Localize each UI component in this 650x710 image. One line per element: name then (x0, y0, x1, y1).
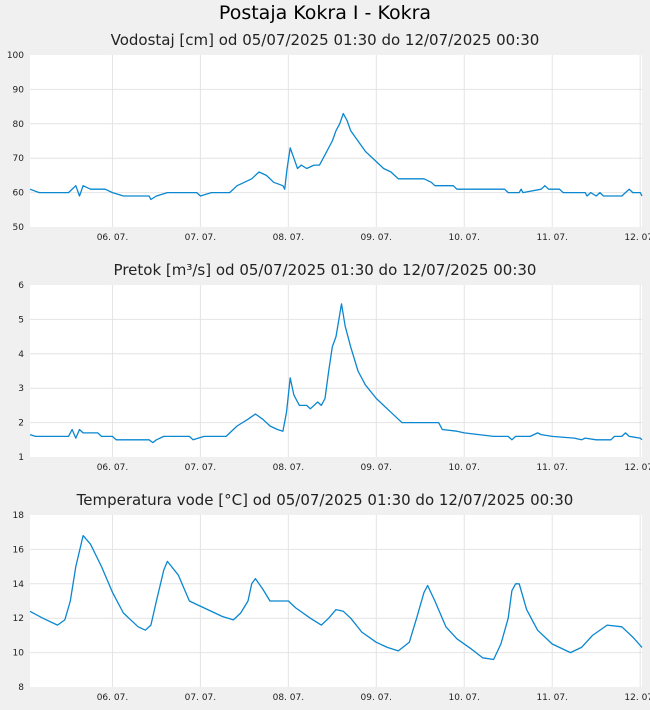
y-tick-label: 80 (13, 120, 25, 130)
page-title: Postaja Kokra I - Kokra (218, 2, 432, 24)
x-tick-label: 09. 07. (361, 463, 393, 473)
x-tick-label: 11. 07. (536, 463, 568, 473)
x-tick-label: 08. 07. (273, 693, 305, 703)
x-tick-label: 06. 07. (97, 693, 129, 703)
y-tick-label: 50 (13, 223, 25, 233)
chart-pretok: 1 2 3 4 5 6 06. 07. 07. 07. 08. 07. 09. 07. 10. 07… (18, 281, 650, 473)
y-tick-label: 14 (13, 580, 25, 590)
plot-area-vodostaj (30, 55, 642, 227)
y-tick-label: 90 (13, 85, 25, 95)
x-tick-label: 07. 07. (185, 233, 217, 243)
y-tick-label: 1 (18, 453, 24, 463)
x-tick-label: 07. 07. (185, 463, 217, 473)
series-line-temperatura (29, 534, 643, 661)
y-tick-label: 16 (13, 545, 25, 555)
chart-title-temperatura: Temperatura vode [°C] od 05/07/2025 01:3… (76, 491, 574, 509)
x-tick-label: 09. 07. (361, 693, 393, 703)
y-tick-label: 4 (18, 350, 24, 360)
x-tick-label: 10. 07. (449, 693, 481, 703)
y-tick-label: 6 (18, 281, 24, 291)
x-tick-label: 12. 07. (624, 233, 650, 243)
series-line-pretok (29, 303, 643, 444)
y-tick-label: 8 (18, 683, 24, 693)
x-tick-label: 08. 07. (273, 463, 305, 473)
x-tick-label: 11. 07. (536, 693, 568, 703)
chart-title-vodostaj: Vodostaj [cm] od 05/07/2025 01:30 do 12/… (110, 31, 540, 49)
x-tick-label: 12. 07. (624, 463, 650, 473)
x-tick-label: 07. 07. (185, 693, 217, 703)
y-tick-label: 5 (18, 315, 24, 325)
x-tick-label: 09. 07. (361, 233, 393, 243)
plot-area-pretok (30, 285, 642, 457)
chart-title-pretok: Pretok [m³/s] od 05/07/2025 01:30 do 12/… (113, 261, 537, 279)
y-tick-label: 60 (13, 189, 25, 199)
chart-vodostaj: 50 60 70 80 90 100 06. 07. 07. 07. 08. 07. 09. 07… (7, 51, 650, 243)
x-tick-label: 10. 07. (449, 233, 481, 243)
y-tick-label: 18 (13, 511, 25, 521)
y-tick-label: 2 (18, 419, 24, 429)
x-tick-label: 06. 07. (97, 233, 129, 243)
y-tick-label: 10 (13, 649, 25, 659)
x-tick-label: 08. 07. (273, 233, 305, 243)
chart-temperatura: 8 10 12 14 16 18 06. 07. 07. 07. 08. 07. 09. 07. 1… (13, 511, 650, 703)
y-tick-label: 100 (7, 51, 24, 61)
y-tick-label: 70 (13, 154, 25, 164)
x-tick-label: 10. 07. (449, 463, 481, 473)
y-tick-label: 3 (18, 384, 24, 394)
x-tick-label: 12. 07. (624, 693, 650, 703)
y-tick-label: 12 (13, 614, 24, 624)
x-tick-label: 06. 07. (97, 463, 129, 473)
series-line-vodostaj (29, 112, 643, 201)
x-tick-label: 11. 07. (536, 233, 568, 243)
plot-area-temperatura (30, 515, 642, 687)
